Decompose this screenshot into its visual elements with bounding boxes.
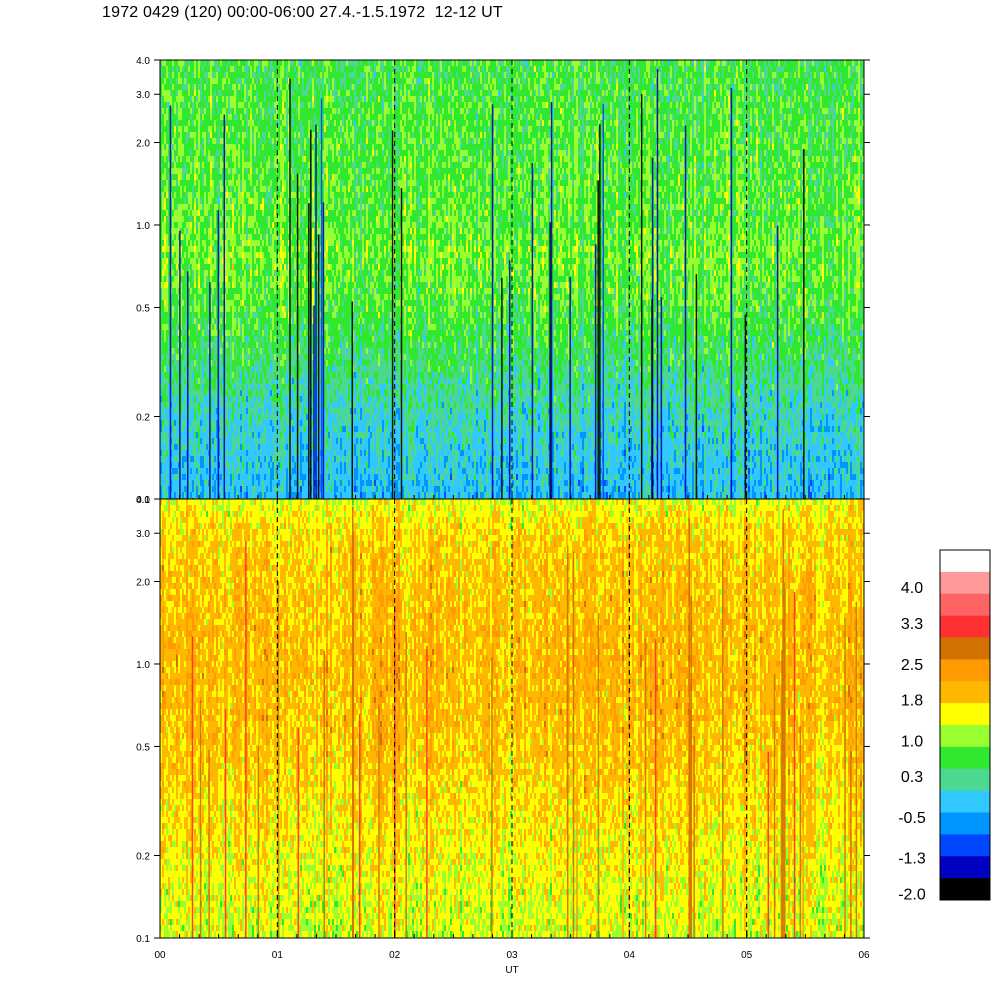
x-tick-label: 04 <box>624 950 636 961</box>
colorbar-label: -0.5 <box>898 810 926 827</box>
colorbar-label: 3.3 <box>901 616 923 633</box>
colorbar-label: -2.0 <box>898 886 926 903</box>
colorbar-swatch <box>940 834 990 857</box>
colorbar-label: -1.3 <box>898 851 926 868</box>
colorbar-swatch <box>940 768 990 791</box>
x-tick-label: 05 <box>741 950 753 961</box>
x-tick-label: 06 <box>858 950 870 961</box>
colorbar-swatch <box>940 812 990 835</box>
y-tick-label: 4.0 <box>136 56 150 67</box>
top-panel: 0.1 0.2 0.5 1.0 2.0 3.0 4.0 <box>136 56 870 506</box>
colorbar-swatch <box>940 593 990 616</box>
colorbar-swatch <box>940 571 990 595</box>
y-tick-label: 3.0 <box>136 90 150 101</box>
y-tick-label: 2.0 <box>136 577 150 588</box>
colorbar-swatch <box>940 878 990 901</box>
x-tick-label: 01 <box>272 950 284 961</box>
y-tick-label: 0.1 <box>136 934 150 945</box>
colorbar: 4.0 3.3 2.5 1.8 1.0 0.3 -0.5 -1.3 -2.0 <box>898 549 991 903</box>
colorbar-swatch <box>940 615 990 638</box>
colorbar-label: 2.5 <box>901 657 923 674</box>
colorbar-swatch <box>940 681 990 704</box>
colorbar-label: 1.8 <box>901 692 923 709</box>
x-tick-label: 03 <box>506 950 518 961</box>
y-tick-label: 2.0 <box>136 138 150 149</box>
colorbar-label: 0.3 <box>901 769 923 786</box>
y-tick-label: 0.2 <box>136 852 150 863</box>
colorbar-swatch <box>940 725 990 748</box>
colorbar-swatch <box>940 746 990 770</box>
y-tick-label: 1.0 <box>136 221 150 232</box>
x-axis-label: UT <box>505 965 518 976</box>
colorbar-label: 4.0 <box>901 580 923 597</box>
x-tick-label: 00 <box>154 950 166 961</box>
page-title: 1972 0429 (120) 00:00-06:00 27.4.-1.5.19… <box>102 4 503 22</box>
y-tick-label: 0.5 <box>136 303 150 314</box>
colorbar-swatch <box>940 659 990 682</box>
colorbar-label: 1.0 <box>901 733 923 750</box>
bottom-panel: 0.1 0.2 0.5 1.0 2.0 3.0 4.0 00 01 02 03 04 05 06 <box>136 495 870 961</box>
colorbar-swatch <box>940 856 990 879</box>
y-tick-label: 1.0 <box>136 660 150 671</box>
y-tick-label: 3.0 <box>136 529 150 540</box>
colorbar-swatch <box>940 637 990 660</box>
y-tick-label: 4.0 <box>136 495 150 506</box>
y-tick-label: 0.5 <box>136 742 150 753</box>
x-tick-label: 02 <box>389 950 401 961</box>
colorbar-swatch <box>940 550 990 573</box>
colorbar-swatch <box>940 790 990 813</box>
colorbar-swatch <box>940 703 990 726</box>
y-tick-label: 0.2 <box>136 413 150 424</box>
y-tick-label: 0.1 <box>136 495 150 506</box>
